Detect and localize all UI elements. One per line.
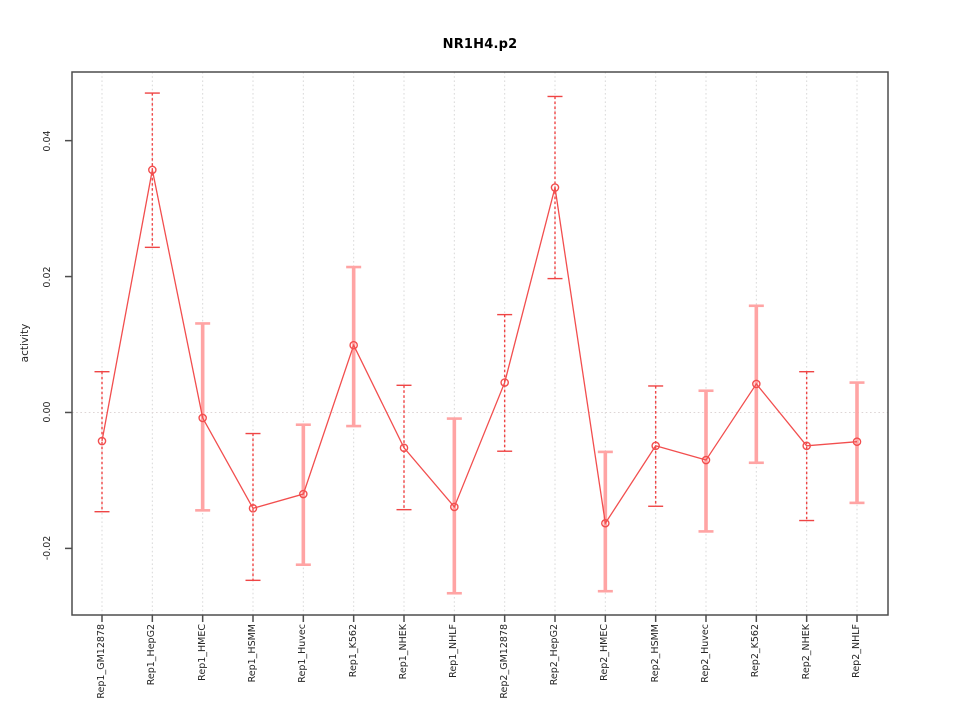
- x-category-label: Rep2_NHEK: [800, 624, 812, 680]
- data-point-marker: [97, 436, 107, 446]
- data-point-marker: [450, 502, 459, 512]
- y-tick-label: 0.04: [42, 130, 53, 152]
- x-category-label: Rep2_HMEC: [599, 624, 611, 681]
- x-category-label: Rep2_Huvec: [700, 624, 711, 683]
- x-category-label: Rep1_NHEK: [398, 624, 409, 680]
- y-tick-label: 0.00: [42, 401, 53, 424]
- plot-border: [71, 71, 889, 616]
- x-category-label: Rep1_GM12878: [96, 624, 107, 699]
- data-point-marker: [802, 441, 811, 451]
- x-category-label: Rep2_K562: [750, 624, 762, 678]
- series-line: [101, 169, 858, 526]
- y-tick-label: -0.02: [42, 536, 53, 561]
- x-category-label: Rep1_K562: [347, 624, 359, 678]
- x-category-label: Rep1_HMEC: [196, 624, 208, 681]
- data-point-marker: [349, 340, 358, 350]
- data-point-marker: [601, 518, 610, 528]
- x-category-label: Rep2_NHLF: [851, 624, 862, 678]
- x-category-label: Rep2_HepG2: [549, 624, 560, 686]
- data-point-marker: [299, 489, 308, 499]
- data-point-marker: [248, 504, 258, 513]
- chart-title: NR1H4.p2: [442, 37, 518, 52]
- x-category-label: Rep2_GM12878: [498, 624, 510, 699]
- y-axis-label: activity: [19, 323, 31, 363]
- data-point-marker: [550, 183, 560, 192]
- data-point-marker: [399, 443, 409, 453]
- x-category-label: Rep1_HepG2: [146, 624, 158, 686]
- x-category-label: Rep1_HSMM: [247, 624, 258, 683]
- x-category-label: Rep2_HSMM: [649, 624, 661, 683]
- x-category-label: Rep1_Huvec: [297, 624, 309, 683]
- data-point-marker: [198, 413, 207, 423]
- y-tick-label: 0.02: [42, 265, 53, 288]
- data-point-marker: [852, 437, 862, 447]
- data-point-marker: [148, 165, 157, 175]
- x-category-label: Rep1_NHLF: [448, 624, 460, 678]
- data-point-marker: [651, 441, 660, 451]
- data-point-marker: [701, 455, 711, 465]
- data-point-marker: [500, 378, 509, 387]
- data-point-marker: [752, 379, 761, 389]
